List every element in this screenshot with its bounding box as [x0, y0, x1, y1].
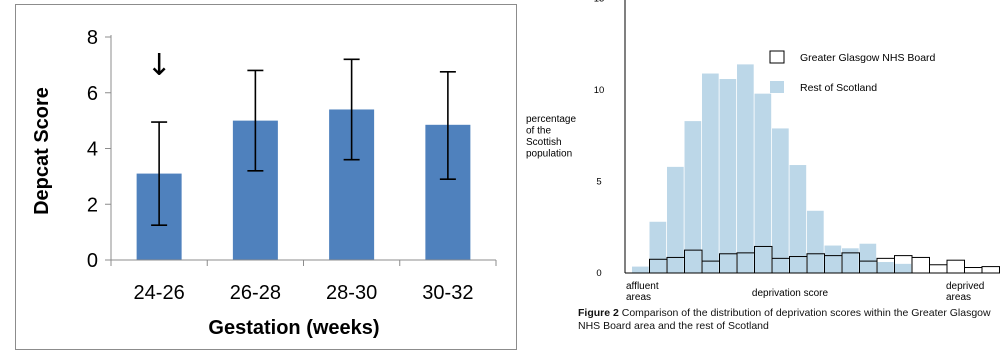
y-label-line: percentage — [526, 114, 576, 125]
rest-of-scotland-bar — [877, 262, 894, 273]
y-tick-label: 0 — [87, 250, 98, 272]
y-tick-label: 10 — [594, 85, 605, 96]
rest-of-scotland-bar — [772, 128, 789, 273]
x-tick-label: 26-28 — [230, 282, 281, 304]
histogram-bars — [632, 64, 1000, 274]
glasgow-bar — [981, 266, 1000, 274]
x-axis-label: Gestation (weeks) — [208, 317, 379, 339]
glasgow-bar — [929, 264, 948, 274]
y-label-line: population — [526, 149, 572, 160]
glasgow-bar — [946, 259, 965, 274]
legend-swatch — [769, 50, 785, 64]
y-axis: 0 2 4 6 8 — [87, 27, 112, 272]
deprived-label: deprived — [946, 281, 984, 292]
rest-of-scotland-bar — [789, 165, 807, 273]
y-label-line: of the — [526, 126, 551, 137]
affluent-label: areas — [626, 292, 651, 303]
rest-of-scotland-bar — [702, 73, 719, 273]
x-axis: 24-26 26-28 28-30 30-32 — [110, 259, 497, 304]
y-axis: 0 5 10 15 — [594, 0, 1000, 279]
y-tick-label: 5 — [596, 177, 601, 188]
depcat-bar-chart: ↓ 0 2 4 6 8 24-26 26-28 28-30 30-32 Depcat Scor… — [31, 27, 497, 339]
legend-swatch — [770, 81, 784, 93]
y-tick-label: 2 — [87, 194, 98, 216]
rest-of-scotland-bar — [632, 266, 649, 273]
caption-label: Figure 2 — [578, 307, 619, 319]
rest-of-scotland-bar — [859, 243, 877, 273]
figure-caption: Figure 2 Comparison of the distribution … — [578, 307, 998, 332]
affluent-label: affluent — [626, 281, 659, 292]
y-axis-label: Depcat Score — [31, 87, 53, 215]
depcat-chart-panel: ↓ 0 2 4 6 8 24-26 26-28 28-30 30-32 Depcat Scor… — [15, 4, 517, 350]
rest-of-scotland-bar — [667, 166, 684, 273]
y-tick-label: 15 — [594, 0, 605, 5]
rest-of-scotland-bar — [754, 93, 772, 273]
rest-of-scotland-bar — [807, 210, 824, 273]
legend: Greater Glasgow NHS Board Rest of Scotlan… — [769, 50, 936, 94]
rest-of-scotland-bar — [824, 245, 842, 273]
x-tick-label: 24-26 — [134, 282, 185, 304]
y-label-line: Scottish — [526, 137, 562, 148]
y-tick-label: 8 — [87, 27, 98, 49]
rest-of-scotland-bar — [894, 263, 912, 273]
x-tick-label: 28-30 — [326, 282, 377, 304]
down-arrow-annotation: ↓ — [147, 48, 172, 83]
glasgow-bar — [911, 256, 930, 274]
y-tick-label: 6 — [87, 83, 98, 105]
legend-label: Greater Glasgow NHS Board — [800, 52, 936, 64]
y-tick-label: 4 — [87, 139, 98, 161]
plot-area: ↓ — [136, 48, 471, 261]
x-axis-title: deprivation score — [752, 288, 829, 299]
rest-of-scotland-bar — [649, 221, 667, 273]
rest-of-scotland-bar — [842, 248, 859, 273]
legend-label: Rest of Scotland — [800, 82, 877, 94]
rest-of-scotland-bar — [737, 64, 754, 273]
y-tick-label: 0 — [596, 268, 601, 279]
deprived-label: areas — [946, 292, 971, 303]
rest-of-scotland-bar — [719, 79, 737, 274]
glasgow-bar — [964, 267, 983, 274]
x-tick-label: 30-32 — [422, 282, 473, 304]
rest-of-scotland-bar — [684, 121, 702, 273]
caption-text: Comparison of the distribution of depriv… — [578, 307, 991, 332]
